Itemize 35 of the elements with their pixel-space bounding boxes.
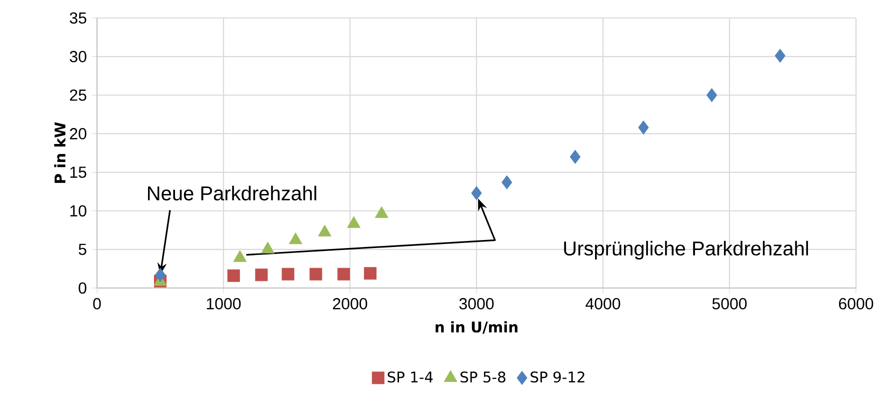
x-tick-label: 6000 [839, 298, 874, 310]
point [255, 268, 268, 282]
point [154, 268, 166, 282]
y-tick-label: 15 [70, 166, 86, 178]
x-tick-label: 1000 [206, 298, 241, 310]
point [337, 268, 350, 280]
y-axis-title: P in kW [54, 122, 66, 183]
annotation: Ursprüngliche Parkdrehzahl [564, 240, 808, 260]
y-tick-label: 35 [70, 12, 86, 24]
x-tick-label: 3000 [459, 298, 494, 310]
legend-label: SP 5-8 [460, 371, 506, 383]
point [310, 268, 322, 280]
point [227, 269, 240, 282]
point [570, 150, 580, 164]
point [364, 267, 377, 280]
x-tick-label: 0 [93, 298, 101, 310]
legend-label: SP 1-4 [388, 371, 433, 383]
point [706, 88, 718, 102]
point [774, 48, 786, 63]
x-tick-label: 4000 [586, 298, 620, 310]
annotation: Neue Parkdrehzahl [148, 186, 316, 200]
point [638, 120, 649, 134]
point [471, 186, 482, 200]
y-tick-label: 30 [70, 50, 86, 62]
x-tick-label: 2000 [333, 298, 368, 310]
x-tick-label: 5000 [712, 298, 747, 310]
y-tick-label: 0 [78, 282, 86, 294]
y-tick-label: 20 [70, 128, 86, 140]
y-tick-label: 10 [70, 205, 86, 217]
point [502, 175, 512, 190]
x-axis-title: n in U/min [436, 321, 518, 334]
y-tick-label: 5 [78, 244, 86, 256]
point [282, 268, 294, 280]
legend-label: SP 9-12 [530, 371, 584, 383]
y-tick-label: 25 [70, 89, 86, 101]
